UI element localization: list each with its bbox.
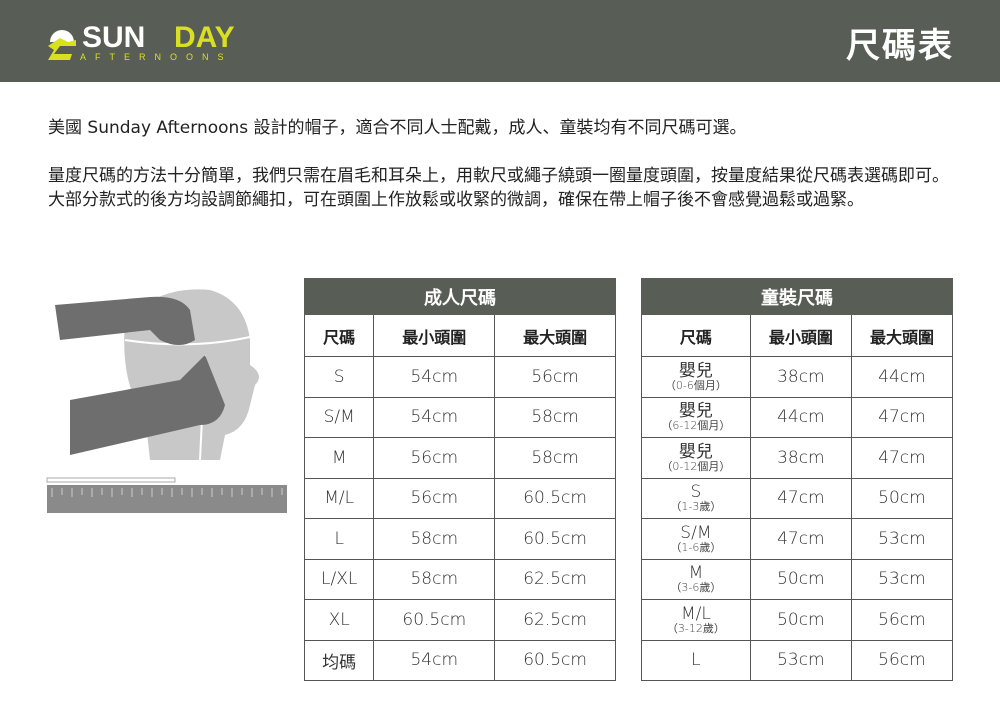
- max-cell: 53cm: [850, 518, 954, 560]
- intro-text: 美國 Sunday Afternoons 設計的帽子，適合不同人士配戴，成人、童…: [48, 116, 958, 236]
- size-cell: L: [303, 518, 375, 560]
- table-row: 嬰兒 （6-12個月） 44cm 47cm: [641, 396, 954, 438]
- max-cell: 50cm: [850, 477, 954, 519]
- size-label: 嬰兒: [678, 360, 713, 381]
- min-cell: 58cm: [373, 558, 496, 600]
- table-caption: 童裝尺碼: [641, 278, 953, 315]
- min-cell: 54cm: [373, 356, 496, 398]
- min-cell: 47cm: [749, 477, 852, 519]
- table-row: L 53cm 56cm: [641, 639, 954, 681]
- svg-text:DAY: DAY: [174, 21, 235, 54]
- max-cell: 60.5cm: [494, 639, 616, 681]
- age-range: （1-6歲）: [670, 540, 722, 554]
- max-cell: 60.5cm: [494, 518, 616, 560]
- column-header: 最大頭圍: [850, 314, 954, 357]
- table-row: L/XL 58cm 62.5cm: [303, 558, 616, 600]
- min-cell: 60.5cm: [373, 599, 496, 641]
- kids-size-table: 童裝尺碼 尺碼 最小頭圍 最大頭圍 嬰兒 （0-6個月） 38cm 44cm 嬰兒 （6…: [641, 278, 954, 681]
- table-row: S 54cm 56cm: [303, 356, 616, 398]
- max-cell: 47cm: [850, 437, 954, 479]
- intro-paragraph: 美國 Sunday Afternoons 設計的帽子，適合不同人士配戴，成人、童…: [48, 118, 747, 138]
- age-range: （3-12歲）: [666, 621, 725, 635]
- table-row: M 56cm 58cm: [303, 437, 616, 479]
- min-cell: 44cm: [749, 396, 852, 438]
- size-label: 嬰兒: [678, 401, 713, 422]
- table-row: L 58cm 60.5cm: [303, 518, 616, 560]
- age-range: （1-3歲）: [670, 500, 722, 514]
- size-label: L: [691, 650, 701, 671]
- table-row: M/L 56cm 60.5cm: [303, 477, 616, 519]
- age-range: （3-6歲）: [670, 581, 722, 595]
- size-cell: 嬰兒 （6-12個月）: [641, 396, 751, 438]
- min-cell: 56cm: [373, 437, 496, 479]
- size-cell: 嬰兒 （0-12個月）: [641, 437, 751, 479]
- size-cell: M: [303, 437, 375, 479]
- table-row: S （1-3歲） 47cm 50cm: [641, 477, 954, 519]
- size-cell: M （3-6歲）: [641, 558, 751, 600]
- age-range: （0-6個月）: [664, 378, 727, 392]
- size-label: S: [690, 482, 702, 503]
- max-cell: 62.5cm: [494, 558, 616, 600]
- size-cell: S/M: [303, 396, 375, 438]
- size-cell: L: [641, 639, 751, 681]
- table-caption: 成人尺碼: [304, 278, 616, 315]
- size-label: S/M: [680, 522, 712, 543]
- max-cell: 62.5cm: [494, 599, 616, 641]
- size-cell: XL: [303, 599, 375, 641]
- intro-paragraph: 量度尺碼的方法十分簡單，我們只需在眉毛和耳朵上，用軟尺或繩子繞頭一圈量度頭圍，按…: [48, 166, 949, 210]
- column-header: 尺碼: [303, 314, 375, 357]
- max-cell: 56cm: [850, 599, 954, 641]
- min-cell: 47cm: [749, 518, 852, 560]
- size-label: M: [688, 563, 704, 584]
- size-cell: M/L: [303, 477, 375, 519]
- min-cell: 56cm: [373, 477, 496, 519]
- min-cell: 54cm: [373, 396, 496, 438]
- min-cell: 38cm: [749, 437, 852, 479]
- sunday-afternoons-logo: SUN DAY AFTERNOONS: [48, 21, 235, 62]
- max-cell: 44cm: [850, 356, 954, 398]
- size-label: 嬰兒: [678, 441, 713, 462]
- max-cell: 53cm: [850, 558, 954, 600]
- age-range: （0-12個月）: [661, 459, 731, 473]
- column-header: 最大頭圍: [494, 314, 616, 357]
- size-cell: S （1-3歲）: [641, 477, 751, 519]
- min-cell: 53cm: [749, 639, 852, 681]
- table-row: XL 60.5cm 62.5cm: [303, 599, 616, 641]
- size-label: M/L: [680, 603, 711, 624]
- table-row: 嬰兒 （0-6個月） 38cm 44cm: [641, 356, 954, 398]
- size-cell: 均碼: [303, 639, 375, 681]
- size-cell: M/L （3-12歲）: [641, 599, 751, 641]
- adult-size-table: 成人尺碼 尺碼 最小頭圍 最大頭圍 S 54cm 56cm S/M 54cm 58cm …: [303, 278, 616, 681]
- min-cell: 58cm: [373, 518, 496, 560]
- max-cell: 56cm: [850, 639, 954, 681]
- column-header: 尺碼: [641, 314, 751, 357]
- size-cell: L/XL: [303, 558, 375, 600]
- svg-text:SUN: SUN: [82, 21, 145, 54]
- header: SUN DAY AFTERNOONS 尺碼表: [0, 0, 1000, 82]
- max-cell: 47cm: [850, 396, 954, 438]
- table-row: S/M 54cm 58cm: [303, 396, 616, 438]
- table-row: M/L （3-12歲） 50cm 56cm: [641, 599, 954, 641]
- min-cell: 38cm: [749, 356, 852, 398]
- page-title: 尺碼表: [846, 26, 954, 66]
- table-row: 均碼 54cm 60.5cm: [303, 639, 616, 681]
- size-cell: S/M （1-6歲）: [641, 518, 751, 560]
- min-cell: 50cm: [749, 558, 852, 600]
- column-header: 最小頭圍: [373, 314, 496, 357]
- size-cell: S: [303, 356, 375, 398]
- min-cell: 50cm: [749, 599, 852, 641]
- size-cell: 嬰兒 （0-6個月）: [641, 356, 751, 398]
- column-header: 最小頭圍: [749, 314, 852, 357]
- table-row: M （3-6歲） 50cm 53cm: [641, 558, 954, 600]
- max-cell: 58cm: [494, 396, 616, 438]
- max-cell: 56cm: [494, 356, 616, 398]
- max-cell: 60.5cm: [494, 477, 616, 519]
- svg-text:AFTERNOONS: AFTERNOONS: [80, 52, 233, 62]
- max-cell: 58cm: [494, 437, 616, 479]
- table-row: S/M （1-6歲） 47cm 53cm: [641, 518, 954, 560]
- table-row: 嬰兒 （0-12個月） 38cm 47cm: [641, 437, 954, 479]
- min-cell: 54cm: [373, 639, 496, 681]
- head-measurement-illustration: [46, 289, 287, 513]
- age-range: （6-12個月）: [661, 419, 731, 433]
